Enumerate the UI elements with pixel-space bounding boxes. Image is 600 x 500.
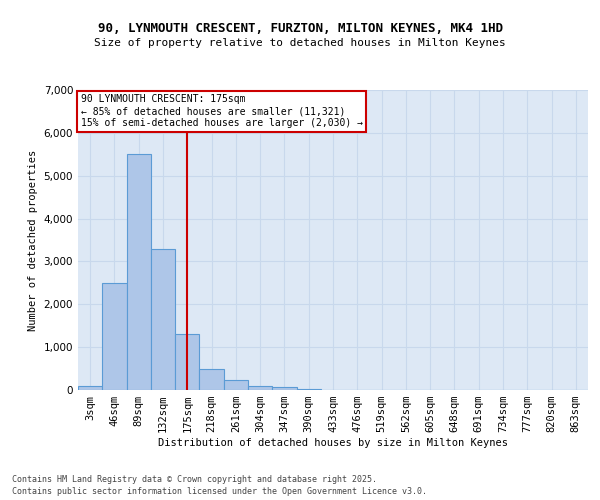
- Text: Contains public sector information licensed under the Open Government Licence v3: Contains public sector information licen…: [12, 488, 427, 496]
- Bar: [272, 388, 296, 390]
- Bar: [199, 368, 224, 390]
- Bar: [102, 283, 127, 390]
- Bar: [224, 380, 248, 390]
- Bar: [127, 154, 151, 390]
- Text: 90 LYNMOUTH CRESCENT: 175sqm
← 85% of detached houses are smaller (11,321)
15% o: 90 LYNMOUTH CRESCENT: 175sqm ← 85% of de…: [80, 94, 362, 128]
- Bar: [175, 334, 199, 390]
- Bar: [151, 248, 175, 390]
- Text: Size of property relative to detached houses in Milton Keynes: Size of property relative to detached ho…: [94, 38, 506, 48]
- Bar: [78, 386, 102, 390]
- Bar: [248, 386, 272, 390]
- Text: Contains HM Land Registry data © Crown copyright and database right 2025.: Contains HM Land Registry data © Crown c…: [12, 475, 377, 484]
- Y-axis label: Number of detached properties: Number of detached properties: [28, 150, 38, 330]
- Text: 90, LYNMOUTH CRESCENT, FURZTON, MILTON KEYNES, MK4 1HD: 90, LYNMOUTH CRESCENT, FURZTON, MILTON K…: [97, 22, 503, 36]
- Bar: [296, 388, 321, 390]
- X-axis label: Distribution of detached houses by size in Milton Keynes: Distribution of detached houses by size …: [158, 438, 508, 448]
